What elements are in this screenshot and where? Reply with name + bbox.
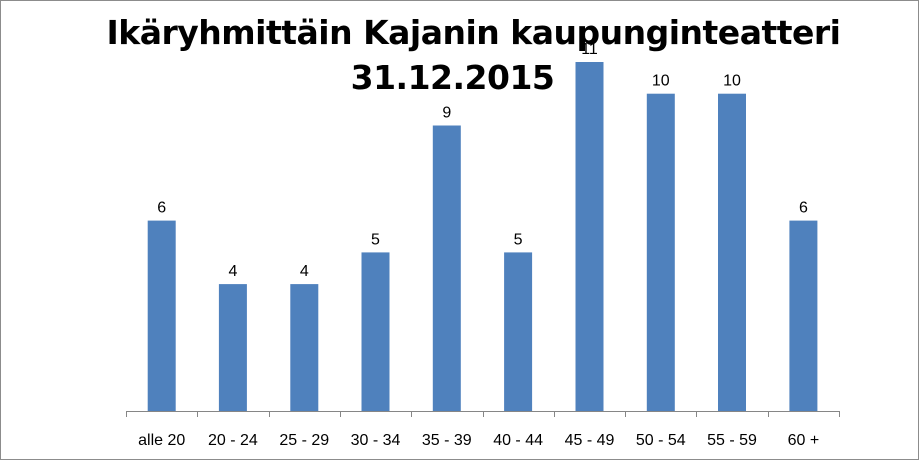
data-label: 10 [723, 73, 741, 90]
bar-45-49 [575, 62, 604, 411]
bar-55-59 [718, 93, 746, 411]
x-tick-label: 25 - 29 [279, 432, 329, 449]
chart-title: Ikäryhmittäin Kajanin kaupunginteatteri [106, 13, 841, 52]
data-label: 4 [300, 263, 309, 280]
x-tick-label: 55 - 59 [707, 432, 757, 449]
data-label: 5 [371, 231, 380, 248]
bar-35-39 [432, 125, 461, 411]
x-tick-label: 60 + [788, 432, 820, 449]
bar-alle-20 [147, 220, 176, 411]
bar-20-24 [218, 284, 247, 411]
data-label: 6 [157, 200, 166, 217]
bar-25-29 [290, 284, 319, 411]
bar-30-34 [361, 252, 390, 411]
bar-40-44 [504, 252, 533, 411]
x-tick-label: 35 - 39 [422, 432, 472, 449]
data-label: 5 [514, 231, 523, 248]
x-tick-label: 20 - 24 [208, 432, 258, 449]
data-label: 10 [652, 73, 670, 90]
x-tick-label: 45 - 49 [565, 432, 615, 449]
data-label: 6 [799, 200, 808, 217]
bar-60 [789, 220, 818, 411]
data-label: 9 [442, 105, 451, 122]
bar-50-54 [646, 93, 675, 411]
x-tick-label: 50 - 54 [636, 432, 686, 449]
x-tick-label: 30 - 34 [351, 432, 401, 449]
data-label: 11 [581, 41, 598, 58]
chart-subtitle: 31.12.2015 [350, 58, 555, 97]
x-tick-label: 40 - 44 [493, 432, 543, 449]
data-label: 4 [228, 263, 237, 280]
x-tick-label: alle 20 [138, 432, 185, 449]
